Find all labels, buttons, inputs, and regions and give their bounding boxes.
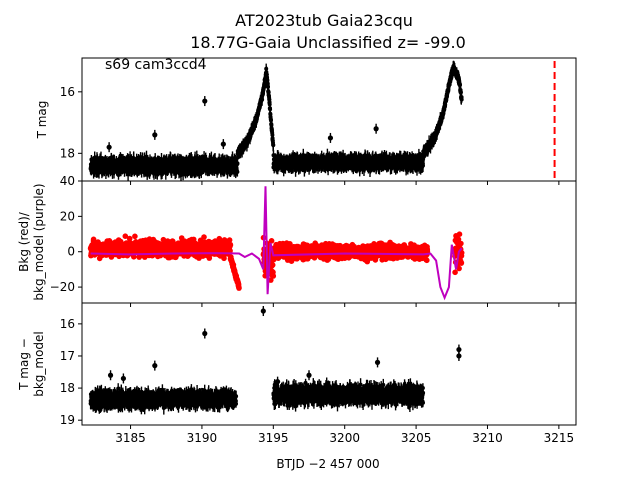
chart-title-line1: AT2023tub Gaia23cqu [235, 11, 413, 30]
flux-point [235, 169, 240, 174]
plot-area-0 [88, 60, 556, 181]
flux-point [271, 143, 276, 148]
flux-points [88, 60, 464, 181]
chart-title-line2: 18.77G-Gaia Unclassified z= -99.0 [190, 33, 466, 52]
flux-point [235, 161, 240, 166]
